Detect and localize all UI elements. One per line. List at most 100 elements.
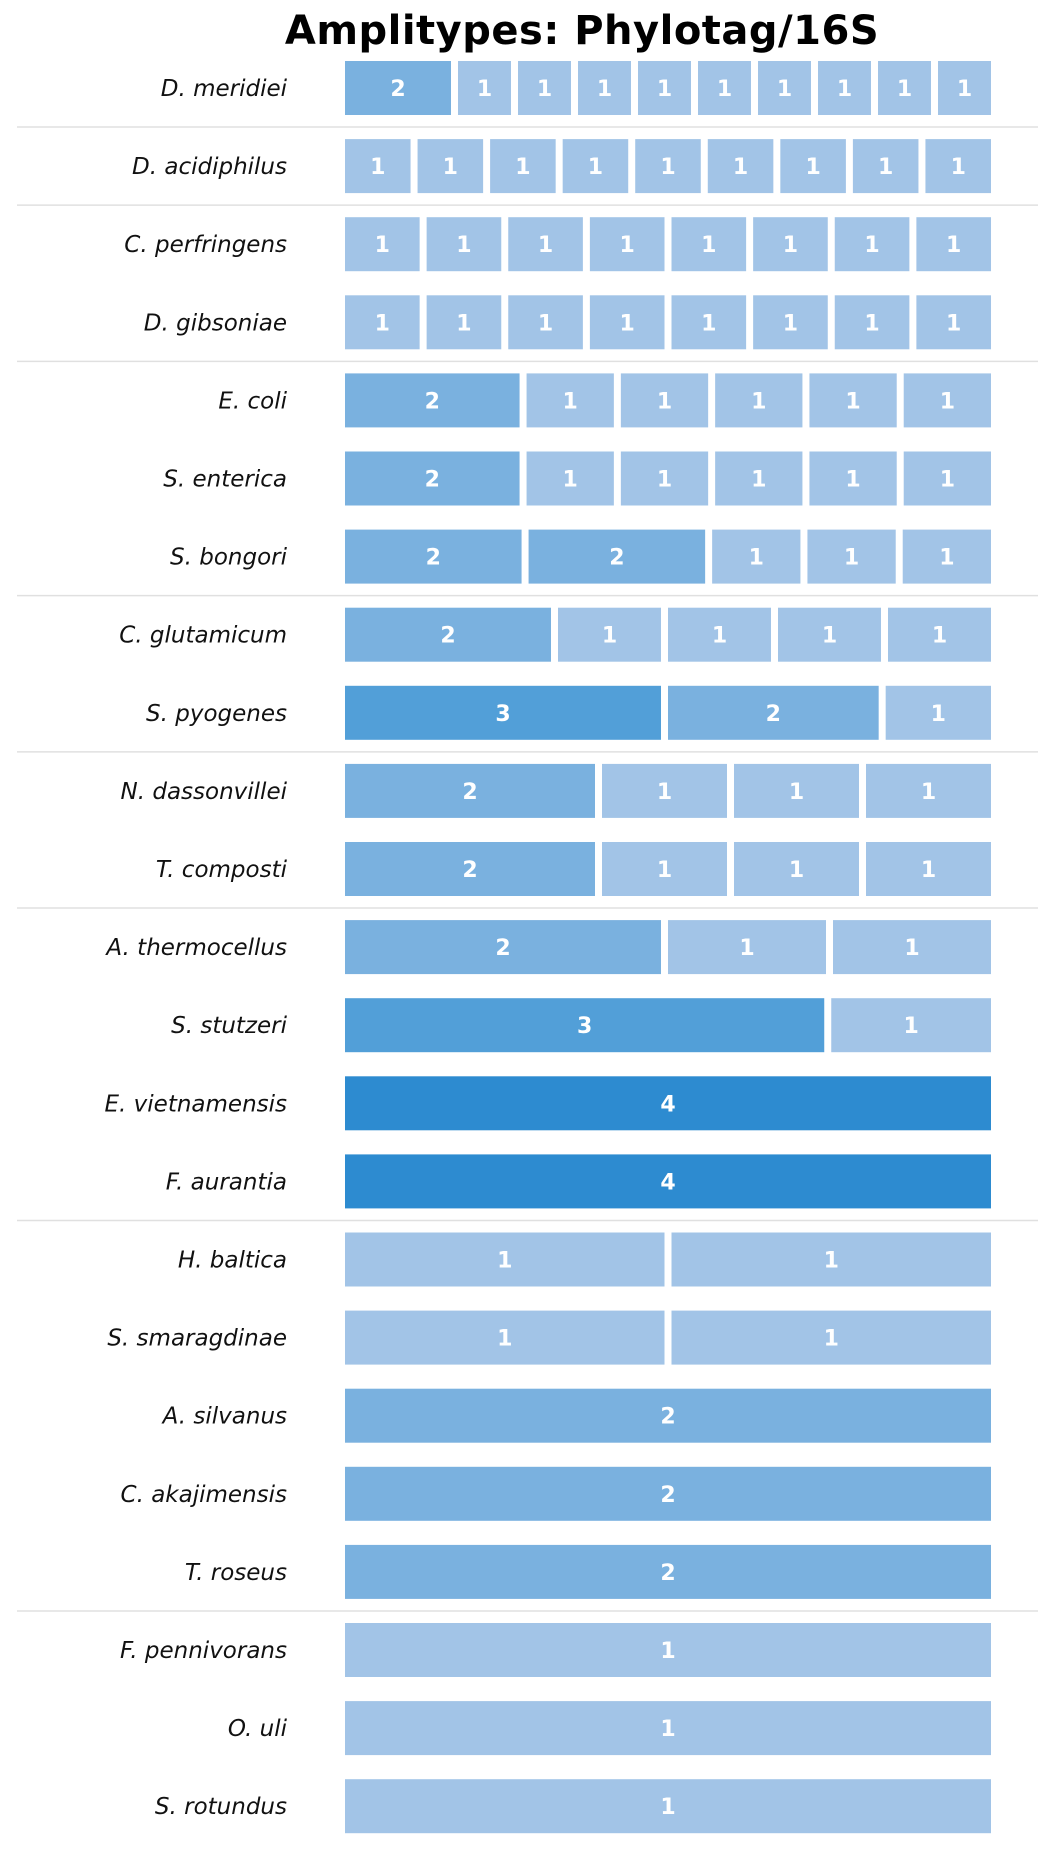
amplitype-segment <box>345 685 661 740</box>
chart-row: E. coli 2 1 1 1 1 1 <box>218 373 991 428</box>
segment-count-label: 1 <box>660 1717 675 1742</box>
amplitype-segment <box>345 1701 991 1756</box>
chart-row: S. bongori 2 2 1 1 1 <box>17 529 1038 597</box>
species-label: S. enterica <box>163 467 287 493</box>
species-label: D. acidiphilus <box>132 154 287 180</box>
segment-count-label: 2 <box>462 780 477 805</box>
segment-count-label: 2 <box>440 624 455 649</box>
segment-count-label: 1 <box>538 233 553 258</box>
segment-count-label: 1 <box>660 1795 675 1820</box>
amplitype-segment <box>834 295 910 350</box>
chart-row: A. thermocellus 2 1 1 <box>104 920 991 975</box>
segment-count-label: 1 <box>946 233 961 258</box>
amplitype-segment <box>345 1466 991 1521</box>
segment-count-label: 1 <box>660 1639 675 1664</box>
segment-count-label: 1 <box>824 1249 839 1274</box>
species-label: S. rotundus <box>155 1794 287 1820</box>
segment-count-label: 1 <box>845 468 860 493</box>
segment-count-label: 1 <box>751 468 766 493</box>
amplitype-segment <box>345 217 420 272</box>
segment-count-label: 3 <box>577 1014 592 1039</box>
segment-count-label: 1 <box>845 389 860 414</box>
species-label: F. aurantia <box>166 1169 287 1195</box>
segment-count-label: 1 <box>921 780 936 805</box>
segment-count-label: 1 <box>946 311 961 336</box>
segment-count-label: 1 <box>657 389 672 414</box>
segment-count-label: 1 <box>921 858 936 883</box>
amplitype-segment <box>671 217 747 272</box>
segment-count-label: 2 <box>425 468 440 493</box>
species-label: A. silvanus <box>161 1404 287 1430</box>
species-label: S. pyogenes <box>146 701 287 727</box>
amplitype-segment <box>417 139 484 194</box>
chart-row: C. perfringens 1 1 1 1 1 1 1 1 <box>124 217 992 272</box>
amplitype-segment <box>753 217 828 272</box>
amplitype-segment <box>528 529 706 584</box>
segment-count-label: 2 <box>495 936 510 961</box>
amplitype-segment <box>508 295 583 350</box>
segment-count-label: 1 <box>477 77 492 102</box>
segment-count-label: 1 <box>515 155 530 180</box>
amplitype-segment <box>707 139 774 194</box>
amplitype-segment <box>589 295 665 350</box>
species-label: D. meridiei <box>161 76 288 102</box>
amplitype-segment <box>345 1388 991 1443</box>
amplitype-segment <box>668 607 771 662</box>
species-label: C. glutamicum <box>119 623 287 649</box>
species-label: E. coli <box>218 388 287 414</box>
segment-count-label: 2 <box>660 1483 675 1508</box>
segment-count-label: 1 <box>739 936 754 961</box>
segment-count-label: 1 <box>783 311 798 336</box>
amplitype-segment <box>734 842 859 896</box>
chart-row: D. meridiei 2 1 1 1 1 1 1 1 1 1 <box>17 61 1038 128</box>
amplitype-segment <box>888 607 991 662</box>
segment-count-label: 2 <box>426 546 441 571</box>
segment-count-label: 1 <box>932 624 947 649</box>
segment-count-label: 3 <box>495 702 510 727</box>
amplitype-segment <box>715 451 803 506</box>
segment-count-label: 1 <box>957 77 972 102</box>
amplitype-segment <box>345 607 551 662</box>
amplitype-segment <box>508 217 583 272</box>
amplitype-segment <box>635 139 701 194</box>
amplitype-segment <box>925 139 991 194</box>
amplitype-segment <box>831 998 991 1053</box>
chart-title: Amplitypes: Phylotag/16S <box>284 8 880 54</box>
chart-row: F. aurantia 4 <box>17 1154 1038 1222</box>
chart-row: E. vietnamensis 4 <box>105 1076 991 1131</box>
species-label: N. dassonvillei <box>121 779 288 805</box>
species-label: C. perfringens <box>124 232 287 258</box>
amplitype-segment <box>671 295 747 350</box>
segment-count-label: 1 <box>712 624 727 649</box>
amplitype-segment <box>345 1310 665 1365</box>
amplitype-segment <box>345 295 420 350</box>
segment-count-label: 1 <box>660 155 675 180</box>
segment-count-label: 1 <box>701 311 716 336</box>
amplitype-segment <box>671 1310 991 1365</box>
amplitype-segment <box>620 373 709 428</box>
amplitype-segment <box>345 1544 991 1599</box>
species-label: A. thermocellus <box>104 935 287 961</box>
amplitype-segment <box>602 763 727 818</box>
amplitype-segment <box>345 139 411 194</box>
chart-row: O. uli 1 <box>228 1701 991 1756</box>
segment-count-label: 1 <box>602 624 617 649</box>
amplitype-segment <box>426 217 502 272</box>
segment-count-label: 1 <box>620 233 635 258</box>
chart-row: N. dassonvillei 2 1 1 1 <box>121 763 991 818</box>
amplitype-segment <box>916 217 992 272</box>
amplitype-segment <box>345 373 520 428</box>
amplitype-segment <box>426 295 502 350</box>
segment-count-label: 1 <box>789 780 804 805</box>
segment-count-label: 1 <box>878 155 893 180</box>
chart-row: D. gibsoniae 1 1 1 1 1 1 1 1 <box>17 295 1038 363</box>
amplitype-segment <box>345 842 595 896</box>
chart-row: S. rotundus 1 <box>155 1779 991 1834</box>
segment-count-label: 1 <box>864 311 879 336</box>
amplitype-segment <box>885 685 991 740</box>
amplitype-segment <box>638 61 691 115</box>
segment-count-label: 1 <box>657 77 672 102</box>
segment-count-label: 1 <box>749 546 764 571</box>
amplitype-segment <box>578 61 631 115</box>
segment-count-label: 1 <box>563 468 578 493</box>
